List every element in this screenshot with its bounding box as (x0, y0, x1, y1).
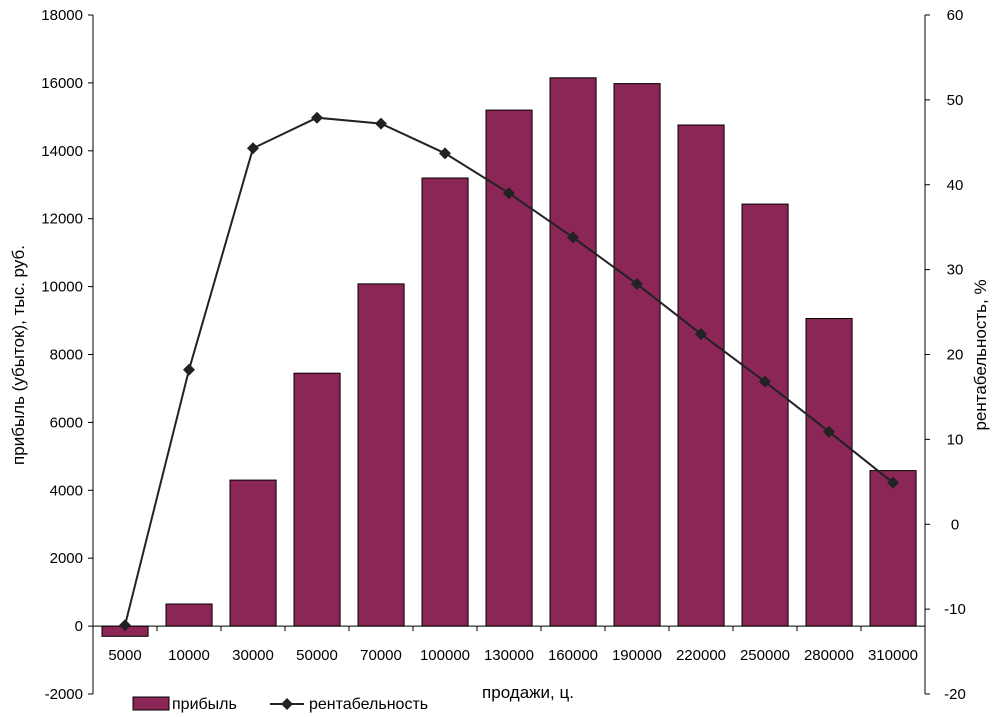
y-tick-label--2000: -2000 (45, 686, 83, 703)
y-tick-label-10000: 10000 (41, 279, 83, 296)
line-point-5000 (119, 619, 131, 632)
line-point-10000 (183, 363, 195, 376)
y2-tick-label-0: 0 (951, 516, 959, 533)
x-tick-label-70000: 70000 (360, 647, 402, 664)
y2-tick-label-20: 20 (947, 347, 964, 364)
y-tick-label-12000: 12000 (41, 211, 83, 228)
bar-100000 (421, 177, 469, 627)
line-group (119, 111, 899, 632)
bar-250000 (741, 203, 789, 627)
x-tick-label-250000: 250000 (740, 647, 790, 664)
x-tick-label-310000: 310000 (868, 647, 918, 664)
bar-130000 (485, 109, 533, 627)
bar-310000 (869, 470, 917, 627)
y-tick-label-2000: 2000 (50, 550, 83, 567)
bars-group (101, 77, 917, 637)
y-tick-label-8000: 8000 (50, 347, 83, 364)
x-tick-label-280000: 280000 (804, 647, 854, 664)
x-tick-label-100000: 100000 (420, 647, 470, 664)
line-point-100000 (439, 147, 451, 160)
y2-axis-title: рентабельность, % (971, 279, 990, 430)
y-axis-title: прибыль (убыток), тыс. руб. (9, 245, 28, 465)
y-tick-label-16000: 16000 (41, 75, 83, 92)
bar-160000 (549, 77, 597, 627)
y-tick-label-6000: 6000 (50, 414, 83, 431)
legend-label-profitability: рентабельность (309, 696, 428, 713)
y2-tick-label--10: -10 (944, 601, 966, 618)
line-point-280000 (823, 425, 835, 438)
bar-220000 (677, 124, 725, 627)
x-tick-label-5000: 5000 (108, 647, 141, 664)
bar-10000 (165, 603, 213, 627)
bar-50000 (293, 372, 341, 627)
legend-label-profit: прибыль (172, 696, 237, 713)
x-tick-label-220000: 220000 (676, 647, 726, 664)
y2-tick-label-40: 40 (947, 177, 964, 194)
line-point-220000 (695, 328, 707, 341)
x-tick-label-160000: 160000 (548, 647, 598, 664)
bar-190000 (613, 83, 661, 627)
line-point-190000 (631, 278, 643, 291)
axes-group (88, 14, 930, 695)
x-axis-title: продажи, ц. (482, 683, 574, 702)
y-tick-label-4000: 4000 (50, 482, 83, 499)
x-tick-label-10000: 10000 (168, 647, 210, 664)
bar-30000 (229, 479, 277, 627)
line-point-310000 (887, 476, 899, 489)
x-tick-label-30000: 30000 (232, 647, 274, 664)
y2-tick-label-50: 50 (947, 92, 964, 109)
x-tick-label-50000: 50000 (296, 647, 338, 664)
y2-tick-label-30: 30 (947, 262, 964, 279)
bar-70000 (357, 283, 405, 627)
tick-labels-group: -2000 0 2000 4000 6000 8000 10000 12000 14000 160… (41, 7, 966, 703)
y-tick-label-18000: 18000 (41, 7, 83, 24)
line-point-130000 (503, 187, 515, 200)
line-point-160000 (567, 231, 579, 244)
line-point-30000 (247, 142, 259, 155)
x-tick-label-190000: 190000 (612, 647, 662, 664)
y2-tick-label-60: 60 (947, 7, 964, 24)
y2-tick-label--20: -20 (944, 686, 966, 703)
x-tick-label-130000: 130000 (484, 647, 534, 664)
legend-swatch-profit (132, 696, 170, 711)
legend-marker-profitability (281, 698, 293, 710)
y-tick-label-14000: 14000 (41, 143, 83, 160)
line-point-70000 (375, 117, 387, 130)
line-point-50000 (311, 111, 323, 124)
bar-280000 (805, 318, 853, 627)
line-point-250000 (759, 375, 771, 388)
legend: прибыль рентабельность (132, 696, 428, 713)
y-tick-label-0: 0 (75, 618, 83, 635)
y2-tick-label-10: 10 (947, 431, 964, 448)
